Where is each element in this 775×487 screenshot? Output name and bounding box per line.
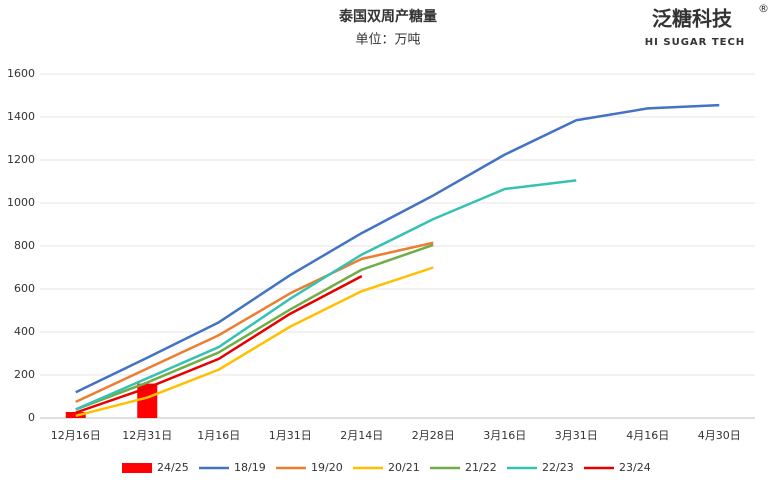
x-tick-label: 3月31日: [555, 429, 598, 442]
line-series: [75, 266, 434, 418]
y-tick-label: 400: [14, 325, 35, 338]
x-tick-label: 12月16日: [51, 429, 101, 442]
chart-title: 泰国双周产糖量: [338, 8, 437, 25]
line-series: [75, 274, 363, 414]
x-tick-label: 12月31日: [122, 429, 172, 442]
legend-label: 19/20: [311, 461, 343, 474]
x-tick-label: 1月31日: [269, 429, 312, 442]
x-tick-label: 4月16日: [626, 429, 669, 442]
line-series: [75, 179, 577, 411]
y-tick-label: 1400: [7, 110, 35, 123]
x-tick-label: 4月30日: [698, 429, 741, 442]
legend-swatch: [122, 463, 152, 473]
logo-mark: ®: [758, 2, 769, 15]
logo-tagline: HI SUGAR TECH: [645, 37, 745, 48]
bar: [137, 383, 158, 418]
line-series: [75, 241, 434, 404]
line-series: [75, 243, 434, 411]
y-tick-label: 0: [28, 411, 35, 424]
x-tick-label: 1月16日: [197, 429, 240, 442]
legend-label: 20/21: [388, 461, 420, 474]
y-tick-label: 1600: [7, 67, 35, 80]
logo: 泛糖科技: [652, 7, 733, 31]
chart-subtitle: 单位：万吨: [355, 33, 420, 48]
legend-label: 23/24: [619, 461, 651, 474]
x-tick-label: 2月14日: [340, 429, 383, 442]
x-tick-label: 3月16日: [483, 429, 526, 442]
line-series: [75, 103, 720, 394]
y-tick-label: 800: [14, 239, 35, 252]
y-tick-label: 1000: [7, 196, 35, 209]
legend-label: 22/23: [542, 461, 574, 474]
x-tick-label: 2月28日: [412, 429, 455, 442]
legend-label: 21/22: [465, 461, 497, 474]
legend-label: 24/25: [157, 461, 189, 474]
y-tick-label: 200: [14, 368, 35, 381]
y-tick-label: 1200: [7, 153, 35, 166]
y-tick-label: 600: [14, 282, 35, 295]
legend-label: 18/19: [234, 461, 266, 474]
